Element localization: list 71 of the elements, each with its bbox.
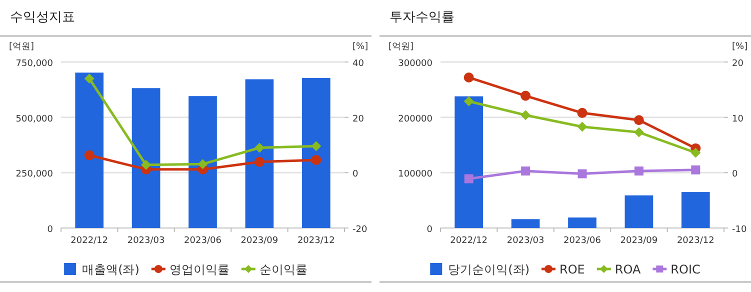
y2-tick-label: 40 — [352, 59, 364, 69]
point — [311, 154, 322, 165]
point — [311, 141, 322, 152]
x-tick-label: 2023/12 — [676, 236, 714, 246]
x-tick-label: 2023/06 — [564, 236, 602, 246]
y2-axis-title: [%] — [352, 42, 368, 52]
bar — [132, 88, 160, 228]
y2-tick-label: 20 — [352, 114, 364, 124]
point — [690, 148, 701, 158]
y-axis-title: [억원] — [9, 42, 34, 52]
point — [464, 96, 474, 106]
y-tick-label: 300000 — [398, 59, 433, 69]
point — [578, 169, 587, 178]
y2-tick-label: 0 — [732, 170, 738, 180]
x-tick-label: 2023/09 — [620, 236, 658, 246]
y-tick-label: 500,000 — [16, 114, 54, 124]
point — [634, 127, 644, 138]
chart-title: 수익성지표 — [10, 10, 75, 25]
point — [464, 72, 474, 82]
bar — [188, 96, 217, 228]
point — [634, 166, 644, 176]
bar — [681, 192, 710, 228]
bar — [624, 195, 654, 228]
point — [577, 108, 588, 118]
x-tick-label: 2023/03 — [506, 236, 544, 246]
point — [521, 166, 530, 176]
bar — [75, 72, 104, 228]
point — [198, 159, 208, 170]
point — [520, 90, 531, 101]
legend-label: ROE — [560, 262, 585, 276]
legend-label: 순이익률 — [259, 262, 308, 276]
x-tick-label: 2022/12 — [450, 236, 488, 246]
legend-label: 영업이익률 — [169, 262, 230, 276]
point — [254, 142, 264, 153]
bar — [245, 79, 274, 228]
point — [577, 122, 588, 132]
y-tick-label: 0 — [47, 225, 54, 235]
x-tick-label: 2023/03 — [127, 236, 165, 246]
point — [464, 174, 474, 184]
legend-label: ROA — [614, 262, 642, 276]
point — [141, 160, 152, 170]
y2-tick-label: 10 — [732, 114, 744, 124]
y-tick-label: 250,000 — [16, 170, 54, 180]
y2-tick-label: -10 — [732, 225, 747, 235]
legend-label: 당기순이익(좌) — [448, 262, 530, 276]
y-tick-label: 750,000 — [16, 59, 54, 69]
x-tick-label: 2023/06 — [184, 236, 222, 246]
y2-axis-title: [%] — [732, 42, 748, 52]
y2-tick-label: -20 — [352, 225, 368, 235]
y2-tick-label: 0 — [352, 170, 358, 180]
x-tick-label: 2023/09 — [240, 236, 278, 246]
y-tick-label: 100000 — [398, 170, 433, 180]
point — [691, 165, 700, 174]
x-tick-label: 2022/12 — [70, 236, 108, 246]
y-axis-title: [억원] — [388, 42, 414, 52]
point — [634, 115, 644, 126]
bar — [454, 96, 484, 228]
bar — [302, 78, 330, 228]
bar — [511, 219, 540, 228]
y-tick-label: 0 — [426, 225, 433, 235]
point — [520, 110, 531, 120]
point — [84, 150, 94, 160]
point — [84, 74, 94, 84]
point — [254, 156, 264, 167]
legend-label: 매출액(좌) — [82, 262, 140, 276]
legend-label: ROIC — [670, 262, 700, 276]
x-tick-label: 2023/12 — [297, 236, 335, 246]
chart-title: 투자수익률 — [390, 10, 454, 25]
y2-tick-label: 20 — [732, 59, 744, 69]
y-tick-label: 200000 — [398, 114, 433, 124]
bar — [568, 217, 596, 228]
